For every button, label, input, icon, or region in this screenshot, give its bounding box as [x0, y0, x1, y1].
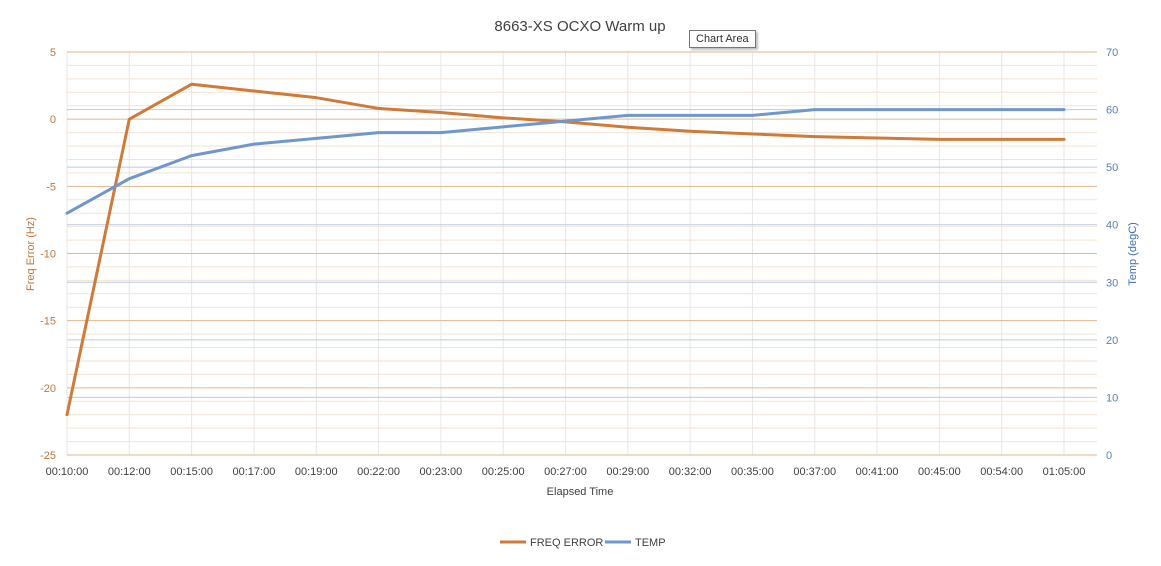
y-tick-label: -10	[40, 249, 56, 261]
legend-label-temp: TEMP	[635, 537, 666, 549]
chart-area-tooltip: Chart Area	[689, 30, 756, 48]
series-layer	[65, 82, 1066, 417]
y2-tick-label: 0	[1106, 450, 1112, 462]
x-tick-label: 00:54:00	[980, 466, 1023, 478]
y-tick-label: -25	[40, 450, 56, 462]
y-tick-label: -20	[40, 383, 56, 395]
x-tick-label: 00:22:00	[357, 466, 400, 478]
x-tick-label: 00:15:00	[170, 466, 213, 478]
x-tick-label: 00:37:00	[793, 466, 836, 478]
y2-tick-label: 10	[1106, 392, 1118, 404]
y-tick-label: -5	[46, 181, 56, 193]
x-tick-label: 01:05:00	[1043, 466, 1086, 478]
x-tick-label: 00:12:00	[108, 466, 151, 478]
y2-axis-title: Temp (degC)	[1127, 222, 1139, 286]
x-tick-label: 00:32:00	[669, 466, 712, 478]
x-tick-label: 00:19:00	[295, 466, 338, 478]
y2-tick-label: 70	[1106, 47, 1118, 59]
legend-label-freq-error: FREQ ERROR	[530, 537, 603, 549]
x-tick-label: 00:25:00	[482, 466, 525, 478]
y2-tick-label: 50	[1106, 162, 1118, 174]
y-tick-label: 5	[50, 47, 56, 59]
grid-layer	[66, 51, 1097, 456]
x-axis-title: Elapsed Time	[547, 486, 614, 498]
series-line-temp	[65, 108, 1066, 215]
x-tick-label: 00:17:00	[233, 466, 276, 478]
y2-tick-label: 40	[1106, 220, 1118, 232]
chart-title: 8663-XS OCXO Warm up	[494, 18, 665, 35]
y2-tick-label: 20	[1106, 335, 1118, 347]
x-tick-label: 00:23:00	[419, 466, 462, 478]
x-tick-label: 00:27:00	[544, 466, 587, 478]
x-tick-label: 00:35:00	[731, 466, 774, 478]
y2-tick-label: 30	[1106, 277, 1118, 289]
x-tick-label: 00:45:00	[918, 466, 961, 478]
x-tick-label: 00:29:00	[606, 466, 649, 478]
x-tick-label: 00:10:00	[46, 466, 89, 478]
y-tick-label: -15	[40, 316, 56, 328]
y-axis-title: Freq Error (Hz)	[25, 217, 37, 291]
x-tick-label: 00:41:00	[856, 466, 899, 478]
y-tick-label: 0	[50, 114, 56, 126]
legend: FREQ ERROR TEMP	[500, 537, 666, 549]
y2-tick-label: 60	[1106, 105, 1118, 117]
